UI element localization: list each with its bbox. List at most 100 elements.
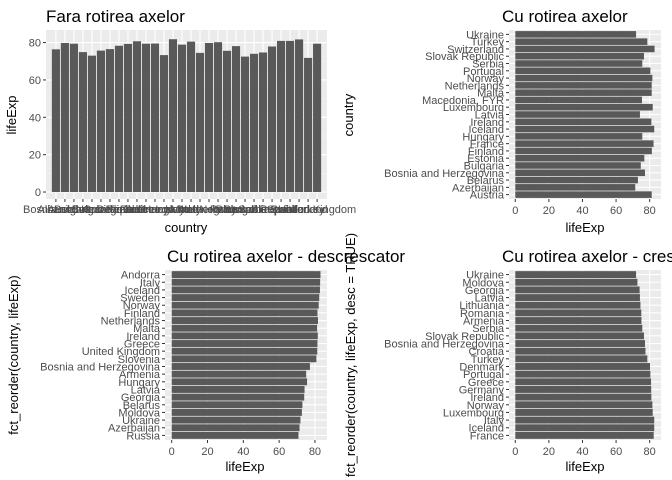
panel-title: Fara rotirea axelor — [46, 7, 185, 26]
bar-latvia — [515, 111, 640, 118]
bar-spain — [277, 40, 286, 193]
panel-4: 0 20 40 60 80 FranceIcelandItalyLuxembourgNor… — [343, 233, 672, 477]
bar-ukraine — [515, 271, 637, 279]
bar-portugal — [515, 67, 651, 75]
x-tick-label: 80 — [309, 446, 321, 458]
y-tick-label: Lithuania — [459, 300, 505, 312]
bar-slovak-republic — [515, 52, 644, 60]
bar-hungary — [159, 55, 169, 193]
x-tick-label: Bosnia and Herzegovina — [23, 204, 144, 216]
y-tick-label: France — [470, 139, 504, 151]
bar-norway — [515, 74, 653, 82]
y-tick-label: Romania — [460, 308, 505, 320]
bar-armenia — [171, 370, 307, 378]
bar-slovenia — [268, 46, 277, 193]
y-tick-label: Norway — [467, 73, 505, 85]
y-tick-label: 60 — [29, 75, 41, 87]
x-tick-label: Finland — [110, 204, 146, 216]
bar-france — [515, 140, 654, 147]
bar-italy — [515, 416, 655, 424]
bar-finland — [515, 147, 652, 155]
x-tick-label: Switzerland — [271, 204, 328, 216]
x-tick-label: Albania — [38, 204, 76, 216]
y-tick-label: Portugal — [463, 66, 504, 78]
bar-ukraine — [515, 31, 637, 38]
bar-latvia — [171, 386, 305, 393]
bar-serbia — [515, 60, 643, 67]
bar-iceland — [515, 424, 655, 432]
y-tick-label: Azerbaijan — [452, 182, 504, 194]
x-tick-label: Greece — [137, 204, 173, 216]
bar-malta — [515, 89, 652, 96]
bar-poland — [222, 50, 232, 193]
x-tick-label: France — [120, 204, 154, 216]
x-axis-title: lifeExp — [225, 459, 264, 474]
bar-bosnia-and-herzegovina — [515, 340, 645, 347]
bar-ireland — [171, 332, 318, 340]
x-tick-label: 80 — [644, 446, 656, 458]
y-tick-label: Portugal — [463, 369, 504, 381]
x-tick-label: 60 — [610, 446, 622, 458]
y-tick-label: Croatia — [469, 346, 505, 358]
y-tick-label: Latvia — [475, 110, 505, 122]
y-tick-label: Bosnia and Herzegovina — [40, 361, 161, 373]
bar-macedonia-fyr — [515, 96, 642, 104]
y-tick-label: Moldova — [462, 277, 504, 289]
y-tick-label: United Kingdom — [82, 346, 160, 358]
bar-ireland — [515, 393, 652, 401]
y-tick-label: Malta — [133, 323, 161, 335]
x-tick-label: 20 — [201, 446, 213, 458]
bar-denmark — [114, 45, 124, 193]
bar-russia — [171, 431, 299, 439]
bar-slovak-republic — [259, 52, 268, 193]
panel-title: Cu rotirea axelor — [502, 7, 628, 26]
bar-albania — [51, 49, 60, 193]
y-tick-label: 20 — [29, 150, 41, 162]
bar-france — [132, 41, 142, 193]
x-tick-label: Turkey — [291, 204, 325, 216]
y-tick-label: Sweden — [120, 293, 160, 305]
bar-turkey — [515, 355, 648, 363]
y-tick-label: Slovak Republic — [425, 51, 504, 63]
y-tick-label: Iceland — [125, 285, 160, 297]
bar-greece — [515, 378, 652, 386]
bar-georgia — [515, 286, 640, 294]
bar-lithuania — [515, 301, 641, 309]
y-tick-label: Azerbaijan — [108, 423, 160, 435]
x-tick-label: 60 — [273, 446, 285, 458]
y-tick-label: 80 — [29, 38, 41, 50]
y-axis-title: fct_reorder(country, lifeExp, desc = TRU… — [343, 233, 358, 477]
bar-netherlands — [204, 42, 214, 193]
bar-sweden — [171, 294, 320, 302]
bar-greece — [171, 340, 318, 347]
bar-ireland — [177, 44, 187, 193]
y-tick-label: Italy — [140, 277, 161, 289]
bar-iceland — [515, 125, 655, 133]
y-tick-label: Iceland — [469, 423, 504, 435]
bar-latvia — [515, 294, 640, 302]
bar-iceland — [168, 39, 178, 193]
y-axis-title: fct_reorder(country, lifeExp) — [6, 275, 21, 434]
x-tick-label: 80 — [644, 205, 656, 217]
bar-france — [515, 431, 654, 439]
y-tick-label: Macedonia, FYR — [422, 95, 504, 107]
y-tick-label: Finland — [468, 146, 504, 158]
bar-hungary — [171, 378, 308, 386]
bar-luxembourg — [515, 408, 653, 416]
bar-azerbaijan — [171, 424, 300, 432]
y-tick-label: Ukraine — [466, 29, 504, 41]
x-tick-label: Sweden — [270, 204, 310, 216]
bar-norway — [515, 401, 653, 409]
bar-united-kingdom — [313, 43, 322, 193]
y-tick-label: Austria — [470, 190, 505, 202]
bar-hungary — [515, 133, 643, 140]
y-tick-label: Latvia — [475, 293, 505, 305]
bar-austria — [60, 42, 69, 193]
bar-italy — [186, 41, 196, 193]
y-tick-label: Ireland — [470, 392, 504, 404]
x-tick-label: 0 — [512, 205, 518, 217]
panel-title: Cu rotirea axelor - descrescator — [167, 247, 405, 266]
bar-belarus — [515, 176, 638, 184]
bar-norway — [213, 42, 223, 193]
